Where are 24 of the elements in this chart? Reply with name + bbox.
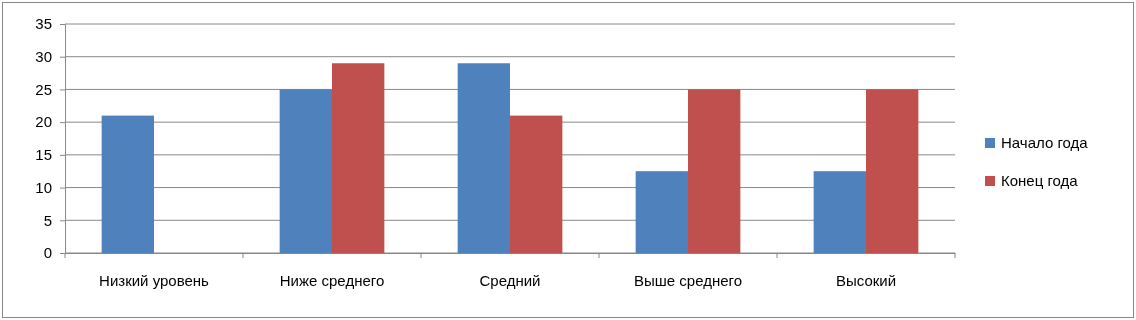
bar bbox=[635, 171, 688, 253]
bar bbox=[688, 89, 741, 253]
legend-label: Конец года bbox=[1001, 172, 1079, 189]
bar bbox=[813, 171, 866, 253]
bar bbox=[457, 63, 510, 253]
bar bbox=[279, 89, 332, 253]
bar bbox=[101, 115, 154, 253]
bar bbox=[510, 115, 563, 253]
y-tick-label: 30 bbox=[35, 48, 52, 66]
x-tick-label: Средний bbox=[479, 271, 541, 289]
bar bbox=[866, 89, 919, 253]
bar bbox=[332, 63, 385, 253]
x-tick-label: Низкий уровень bbox=[99, 271, 210, 289]
y-tick-label: 5 bbox=[43, 211, 52, 229]
y-tick-label: 35 bbox=[35, 15, 52, 33]
y-tick-label: 20 bbox=[35, 113, 52, 131]
y-tick-label: 15 bbox=[35, 146, 52, 164]
y-tick-label: 25 bbox=[35, 80, 52, 98]
y-tick-label: 10 bbox=[35, 178, 52, 196]
x-tick-label: Выше среднего bbox=[633, 271, 743, 289]
x-tick-label: Ниже среднего bbox=[279, 271, 385, 289]
x-tick-label: Высокий bbox=[835, 271, 897, 289]
legend-label: Начало года bbox=[1001, 134, 1089, 151]
y-tick-label: 0 bbox=[43, 244, 52, 262]
